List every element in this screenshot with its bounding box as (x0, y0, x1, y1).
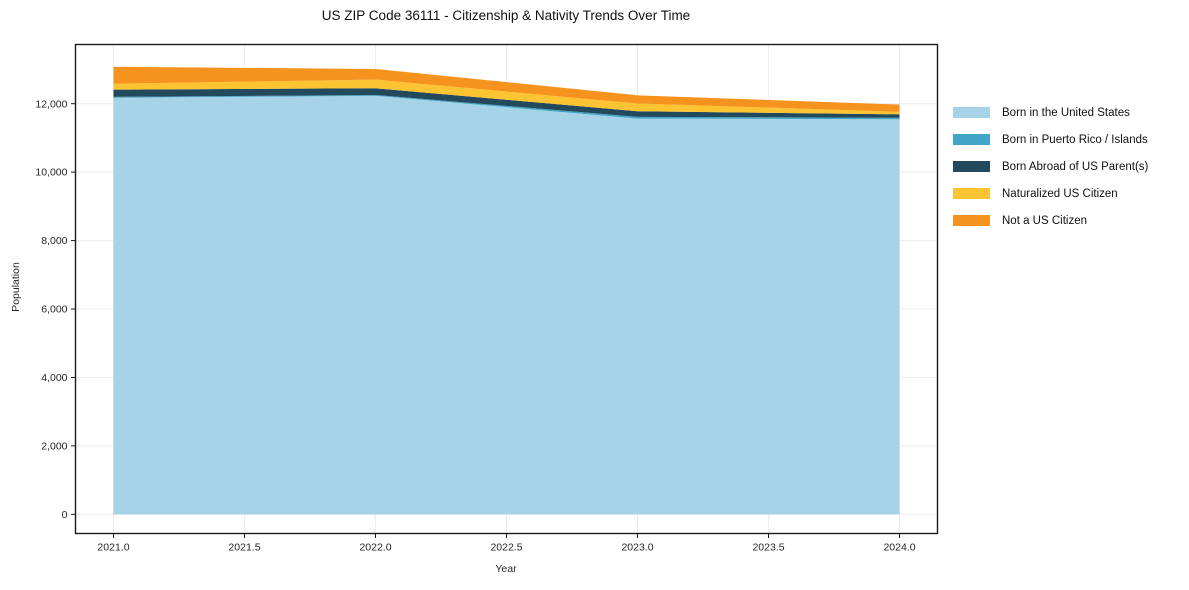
legend-swatch-icon (953, 188, 990, 199)
legend-label: Born in Puerto Rico / Islands (1002, 133, 1148, 146)
legend: Born in the United States Born in Puerto … (953, 99, 1148, 234)
legend-item-naturalized-us-citizen: Naturalized US Citizen (953, 180, 1148, 207)
legend-swatch-icon (953, 161, 990, 172)
area-series-naturalized-us-citizen (113, 79, 900, 115)
y-tick-label: 4,000 (41, 372, 67, 384)
legend-label: Born Abroad of US Parent(s) (1002, 160, 1149, 173)
y-tick-label: 12,000 (35, 98, 67, 110)
y-tick-label: 8,000 (41, 235, 67, 247)
legend-label: Naturalized US Citizen (1002, 187, 1118, 200)
legend-swatch-icon (953, 134, 990, 145)
x-axis-title: Year (495, 563, 517, 575)
legend-item-born-abroad-of-us-parent-s: Born Abroad of US Parent(s) (953, 153, 1148, 180)
legend-label: Born in the United States (1002, 106, 1130, 119)
chart-title: US ZIP Code 36111 - Citizenship & Nativi… (321, 8, 691, 23)
x-tick-label: 2021.0 (97, 542, 129, 554)
x-tick-label: 2023.0 (621, 542, 653, 554)
y-tick-label: 6,000 (41, 304, 67, 316)
area-series-not-a-us-citizen (113, 66, 900, 112)
legend-item-not-a-us-citizen: Not a US Citizen (953, 207, 1148, 234)
legend-swatch-icon (953, 215, 990, 226)
legend-label: Not a US Citizen (1002, 214, 1088, 227)
y-tick-label: 10,000 (35, 167, 67, 179)
x-tick-label: 2023.5 (752, 542, 784, 554)
area-series-born-abroad-of-us-parent-s (113, 88, 900, 118)
y-tick-label: 2,000 (41, 440, 67, 452)
area-series-born-in-the-united-states (113, 95, 900, 515)
area-series-born-in-puerto-rico-islands (113, 94, 900, 120)
x-tick-label: 2021.5 (228, 542, 260, 554)
y-axis-title: Population (10, 262, 22, 312)
legend-item-born-in-puerto-rico-islands: Born in Puerto Rico / Islands (953, 126, 1148, 153)
x-tick-label: 2022.0 (359, 542, 391, 554)
x-tick-label: 2022.5 (490, 542, 522, 554)
y-tick-label: 0 (62, 509, 68, 521)
x-tick-label: 2024.0 (883, 542, 915, 554)
legend-swatch-icon (953, 107, 990, 118)
legend-item-born-in-the-united-states: Born in the United States (953, 99, 1148, 126)
